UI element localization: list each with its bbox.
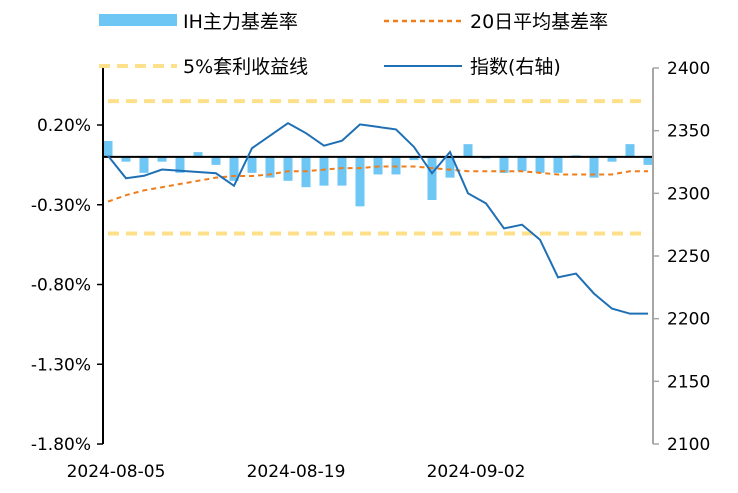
bar-12 [319, 156, 329, 186]
legend-label-index: 指数(右轴) [470, 56, 561, 78]
ma20-series [107, 165, 648, 203]
right-tick-label: 2150 [667, 372, 710, 392]
right-tick-label: 2400 [667, 59, 710, 79]
bar-2 [139, 156, 149, 173]
bar-7 [229, 156, 239, 181]
bar-5 [193, 152, 203, 157]
bar-27 [589, 156, 599, 178]
bar-17 [409, 156, 419, 161]
bar-8 [247, 156, 257, 173]
left-tick-label: -0.80% [31, 276, 91, 296]
legend-label-ma20: 20日平均基差率 [470, 11, 608, 33]
right-tick-label: 2300 [667, 184, 710, 204]
bar-3 [157, 156, 167, 162]
x-tick-label: 2024-09-02 [427, 462, 526, 482]
bar-10 [283, 156, 293, 181]
bar-9 [265, 156, 275, 178]
left-tick-label: 0.20% [37, 116, 91, 136]
bar-23 [517, 156, 527, 172]
bar-6 [211, 156, 221, 165]
bar-13 [337, 156, 347, 186]
bar-19 [445, 156, 455, 178]
bar-1 [121, 156, 131, 162]
left-tick-label: -1.80% [31, 435, 91, 455]
bar-30 [643, 156, 653, 165]
bar-22 [499, 156, 509, 173]
right-tick-label: 2200 [667, 310, 710, 330]
legend-swatch-bars [99, 14, 177, 26]
legend-label-band: 5%套利收益线 [183, 56, 308, 78]
ma20-line [107, 165, 648, 203]
right-tick-label: 2350 [667, 122, 710, 142]
bar-14 [355, 156, 365, 207]
bar-series [103, 140, 653, 207]
legend-label-bars: IH主力基差率 [183, 11, 298, 33]
index-series [107, 121, 648, 315]
bar-20 [463, 144, 473, 157]
bar-29 [625, 144, 635, 157]
x-tick-label: 2024-08-05 [67, 462, 166, 482]
index-line [107, 121, 648, 315]
left-tick-label: -1.30% [31, 355, 91, 375]
right-tick-label: 2250 [667, 247, 710, 267]
bar-25 [553, 156, 563, 173]
bar-4 [175, 156, 185, 173]
legend: IH主力基差率 20日平均基差率 5%套利收益线 指数(右轴) [99, 11, 608, 78]
bar-0 [103, 140, 113, 157]
bar-28 [607, 156, 617, 162]
axes: 0.20% -0.30% -0.80% -1.30% -1.80% 2400 2350 230… [31, 59, 710, 482]
bar-18 [427, 156, 437, 200]
right-tick-label: 2100 [667, 435, 710, 455]
x-tick-label: 2024-08-19 [247, 462, 346, 482]
bar-24 [535, 156, 545, 173]
left-tick-label: -0.30% [31, 196, 91, 216]
